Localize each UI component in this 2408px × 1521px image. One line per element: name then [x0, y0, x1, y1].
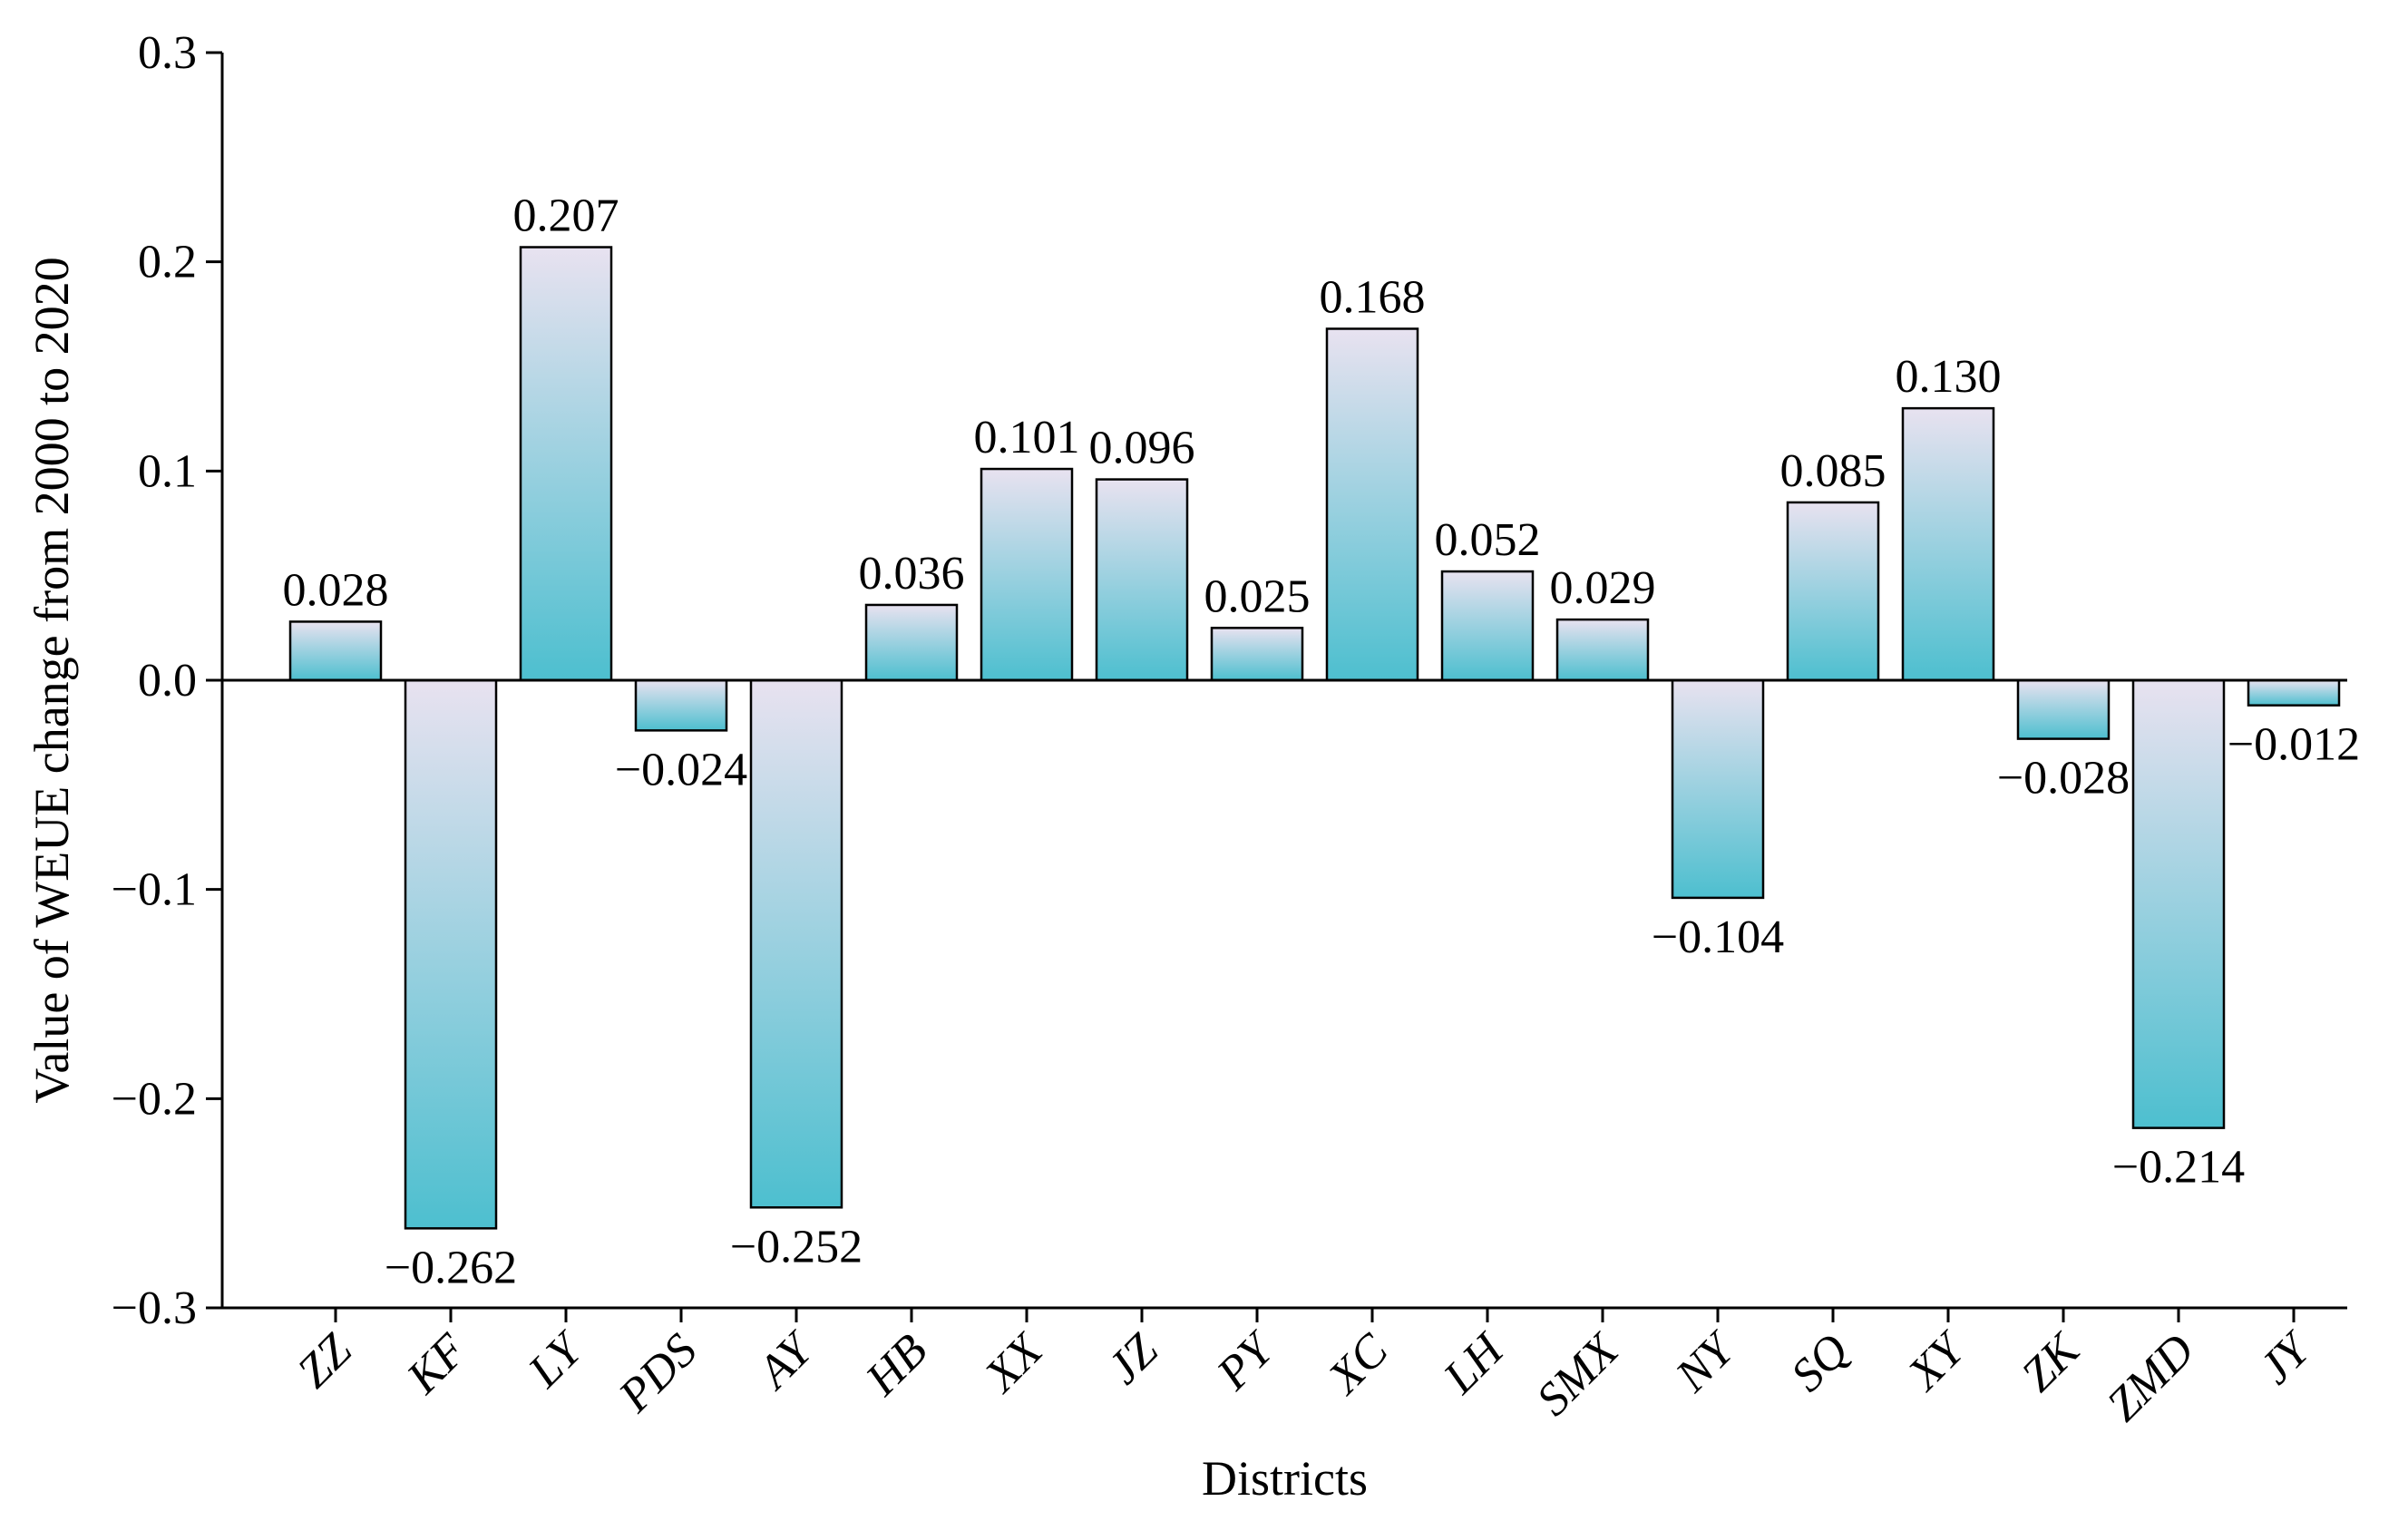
value-label-ZMD: −0.214	[2112, 1142, 2245, 1194]
bar-PY	[1210, 627, 1304, 682]
y-axis-title: Value of WEUE change from 2000 to 2020	[24, 257, 79, 1103]
bar-LH	[1440, 570, 1535, 682]
x-tick-label-ZZ: ZZ	[288, 1323, 362, 1398]
x-tick-label-JY: JY	[2249, 1321, 2323, 1395]
y-tick-label: 0.1	[138, 445, 197, 497]
x-tick-label-ZMD: ZMD	[2098, 1324, 2205, 1431]
y-tick-label: −0.3	[112, 1282, 197, 1334]
value-label-XY: 0.130	[1896, 351, 2002, 403]
y-tick-label: −0.2	[112, 1073, 197, 1125]
x-tick-label-NY: NY	[1665, 1321, 1747, 1403]
x-tick-label-XC: XC	[1318, 1323, 1399, 1405]
value-label-SMX: 0.029	[1550, 562, 1656, 614]
x-tick-label-SQ: SQ	[1781, 1324, 1858, 1401]
bar-ZMD	[2131, 678, 2226, 1129]
value-label-NY: −0.104	[1652, 912, 1784, 963]
bar-XC	[1325, 327, 1419, 682]
y-tick-label: 0.0	[138, 655, 197, 707]
value-label-AY: −0.252	[730, 1221, 863, 1272]
value-label-XX: 0.101	[974, 412, 1080, 463]
bar-XY	[1901, 406, 1995, 682]
axes-layer	[206, 51, 2347, 1322]
bar-PDS	[634, 678, 728, 732]
x-tick-label-PY: PY	[1207, 1321, 1287, 1401]
value-label-PDS: −0.024	[615, 744, 747, 795]
y-tick-label: 0.3	[138, 27, 197, 79]
value-label-LY: 0.207	[513, 190, 619, 242]
x-tick-label-LY: LY	[518, 1321, 595, 1399]
value-label-ZZ: 0.028	[283, 564, 389, 616]
bar-NY	[1671, 678, 1765, 900]
x-tick-label-HB: HB	[855, 1324, 937, 1406]
y-tick-label: −0.1	[112, 864, 197, 916]
bar-LY	[519, 246, 613, 682]
value-label-KF: −0.262	[385, 1242, 517, 1293]
x-axis-title: Districts	[1202, 1451, 1368, 1506]
x-tick-label-AY: AY	[746, 1321, 825, 1400]
y-tick-label: 0.2	[138, 237, 197, 288]
value-label-JZ: 0.096	[1089, 423, 1195, 474]
x-tick-label-XX: XX	[974, 1323, 1054, 1403]
x-tick-label-KF: KF	[396, 1323, 477, 1404]
bar-XX	[980, 467, 1074, 682]
value-label-SQ: 0.085	[1780, 445, 1886, 497]
bar-JZ	[1095, 478, 1189, 682]
value-label-LH: 0.052	[1435, 514, 1541, 566]
bars-layer	[288, 246, 2341, 1230]
bar-ZZ	[288, 620, 383, 682]
bar-SMX	[1555, 618, 1650, 682]
bar-ZK	[2016, 678, 2111, 740]
x-tick-label-ZK: ZK	[2012, 1323, 2091, 1402]
x-tick-label-JZ: JZ	[1097, 1323, 1168, 1394]
x-tick-label-SMX: SMX	[1527, 1323, 1630, 1426]
value-label-ZK: −0.028	[1997, 753, 2130, 804]
bar-JY	[2247, 678, 2341, 707]
bar-HB	[864, 603, 959, 682]
bar-KF	[404, 678, 498, 1230]
x-tick-label-LH: LH	[1433, 1322, 1515, 1404]
bar-AY	[749, 678, 843, 1209]
bar-SQ	[1786, 501, 1880, 682]
value-label-PY: 0.025	[1204, 570, 1311, 622]
value-label-XC: 0.168	[1320, 271, 1426, 323]
x-tick-label-XY: XY	[1897, 1321, 1977, 1401]
x-tick-label-PDS: PDS	[609, 1324, 707, 1422]
value-label-JY: −0.012	[2228, 719, 2360, 771]
value-label-HB: 0.036	[859, 548, 965, 600]
